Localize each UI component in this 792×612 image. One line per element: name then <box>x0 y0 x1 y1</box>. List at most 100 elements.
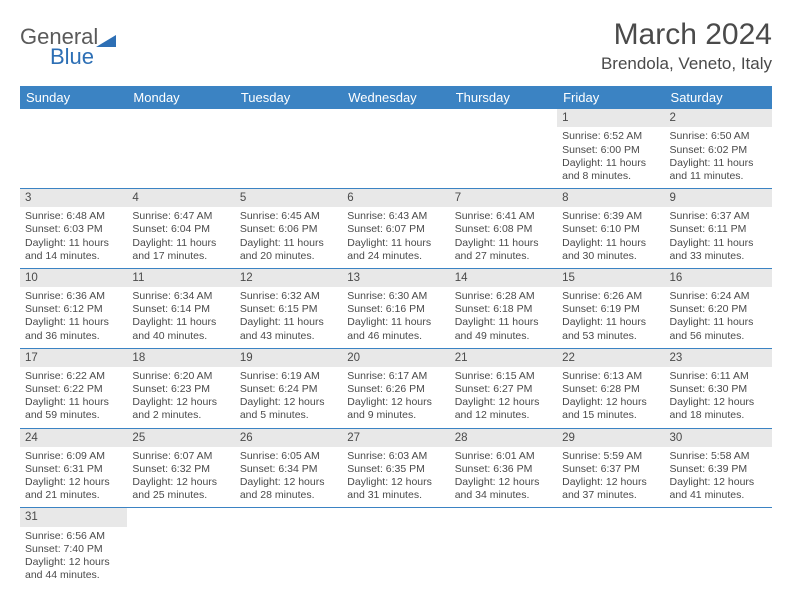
calendar-day-cell: 7Sunrise: 6:41 AMSunset: 6:08 PMDaylight… <box>450 189 557 268</box>
page-header: General Blue March 2024 Brendola, Veneto… <box>20 18 772 74</box>
day-detail-line: Sunset: 6:04 PM <box>132 223 229 236</box>
day-detail-line: Daylight: 11 hours <box>455 316 552 329</box>
day-detail-line: Sunset: 6:34 PM <box>240 463 337 476</box>
day-detail-line: Sunset: 6:12 PM <box>25 303 122 316</box>
day-detail-line: Sunset: 6:08 PM <box>455 223 552 236</box>
calendar-day-cell: 12Sunrise: 6:32 AMSunset: 6:15 PMDayligh… <box>235 269 342 348</box>
day-detail-line <box>455 157 552 170</box>
calendar-day-cell: 9Sunrise: 6:37 AMSunset: 6:11 PMDaylight… <box>665 189 772 268</box>
day-details: Sunrise: 6:24 AMSunset: 6:20 PMDaylight:… <box>665 287 772 348</box>
calendar-day-cell <box>557 508 664 587</box>
day-detail-line: and 33 minutes. <box>670 250 767 263</box>
day-details <box>450 127 557 188</box>
day-detail-line: and 20 minutes. <box>240 250 337 263</box>
day-number: 16 <box>665 269 772 287</box>
day-number: 7 <box>450 189 557 207</box>
day-detail-line: and 28 minutes. <box>240 489 337 502</box>
day-detail-line <box>670 569 767 582</box>
day-detail-line: Sunset: 6:07 PM <box>347 223 444 236</box>
day-detail-line: and 15 minutes. <box>562 409 659 422</box>
day-detail-line <box>132 170 229 183</box>
day-number: 23 <box>665 349 772 367</box>
day-detail-line <box>25 170 122 183</box>
day-detail-line: and 37 minutes. <box>562 489 659 502</box>
day-detail-line <box>240 556 337 569</box>
day-detail-line: and 56 minutes. <box>670 330 767 343</box>
day-detail-line <box>25 157 122 170</box>
day-detail-line: Daylight: 12 hours <box>132 476 229 489</box>
day-number: 30 <box>665 429 772 447</box>
calendar-day-cell: 17Sunrise: 6:22 AMSunset: 6:22 PMDayligh… <box>20 349 127 428</box>
calendar-day-cell: 1Sunrise: 6:52 AMSunset: 6:00 PMDaylight… <box>557 109 664 188</box>
day-detail-line <box>455 144 552 157</box>
calendar-day-cell: 20Sunrise: 6:17 AMSunset: 6:26 PMDayligh… <box>342 349 449 428</box>
day-details: Sunrise: 6:36 AMSunset: 6:12 PMDaylight:… <box>20 287 127 348</box>
calendar-day-cell: 11Sunrise: 6:34 AMSunset: 6:14 PMDayligh… <box>127 269 234 348</box>
day-number: 21 <box>450 349 557 367</box>
day-number: 5 <box>235 189 342 207</box>
day-number: 27 <box>342 429 449 447</box>
day-detail-line: Sunrise: 5:59 AM <box>562 450 659 463</box>
day-detail-line: and 12 minutes. <box>455 409 552 422</box>
day-detail-line: Sunset: 6:22 PM <box>25 383 122 396</box>
day-detail-line: Sunset: 6:20 PM <box>670 303 767 316</box>
day-details: Sunrise: 6:15 AMSunset: 6:27 PMDaylight:… <box>450 367 557 428</box>
calendar-grid: 1Sunrise: 6:52 AMSunset: 6:00 PMDaylight… <box>20 109 772 587</box>
day-detail-line: Sunrise: 6:37 AM <box>670 210 767 223</box>
day-detail-line: Sunrise: 6:34 AM <box>132 290 229 303</box>
calendar-day-cell: 24Sunrise: 6:09 AMSunset: 6:31 PMDayligh… <box>20 429 127 508</box>
calendar-day-cell <box>342 109 449 188</box>
day-detail-line: Sunrise: 6:22 AM <box>25 370 122 383</box>
day-detail-line: Sunrise: 6:50 AM <box>670 130 767 143</box>
day-detail-line: Daylight: 11 hours <box>240 237 337 250</box>
calendar-day-cell: 28Sunrise: 6:01 AMSunset: 6:36 PMDayligh… <box>450 429 557 508</box>
day-detail-line <box>347 157 444 170</box>
day-number <box>127 109 234 127</box>
calendar-week-row: 31Sunrise: 6:56 AMSunset: 7:40 PMDayligh… <box>20 508 772 587</box>
day-details: Sunrise: 6:20 AMSunset: 6:23 PMDaylight:… <box>127 367 234 428</box>
day-detail-line: Daylight: 12 hours <box>25 556 122 569</box>
day-number: 8 <box>557 189 664 207</box>
day-details: Sunrise: 6:37 AMSunset: 6:11 PMDaylight:… <box>665 207 772 268</box>
day-number: 6 <box>342 189 449 207</box>
day-detail-line: and 14 minutes. <box>25 250 122 263</box>
day-detail-line <box>455 130 552 143</box>
day-details: Sunrise: 6:32 AMSunset: 6:15 PMDaylight:… <box>235 287 342 348</box>
day-details: Sunrise: 6:07 AMSunset: 6:32 PMDaylight:… <box>127 447 234 508</box>
day-number: 18 <box>127 349 234 367</box>
day-number: 31 <box>20 508 127 526</box>
day-detail-line: Daylight: 12 hours <box>240 396 337 409</box>
day-detail-line <box>240 543 337 556</box>
day-detail-line <box>670 530 767 543</box>
day-details: Sunrise: 6:48 AMSunset: 6:03 PMDaylight:… <box>20 207 127 268</box>
day-details: Sunrise: 6:52 AMSunset: 6:00 PMDaylight:… <box>557 127 664 188</box>
day-detail-line: Daylight: 12 hours <box>562 396 659 409</box>
day-detail-line: Sunrise: 6:36 AM <box>25 290 122 303</box>
weekday-header-row: Sunday Monday Tuesday Wednesday Thursday… <box>20 86 772 109</box>
calendar-day-cell <box>450 508 557 587</box>
day-details: Sunrise: 6:39 AMSunset: 6:10 PMDaylight:… <box>557 207 664 268</box>
day-detail-line: Sunset: 6:23 PM <box>132 383 229 396</box>
day-number <box>342 109 449 127</box>
day-detail-line: Sunrise: 6:19 AM <box>240 370 337 383</box>
day-details <box>450 527 557 588</box>
day-detail-line: Sunset: 6:36 PM <box>455 463 552 476</box>
day-detail-line <box>347 144 444 157</box>
day-detail-line: Daylight: 11 hours <box>25 396 122 409</box>
day-detail-line: Daylight: 11 hours <box>25 237 122 250</box>
day-detail-line: Daylight: 12 hours <box>240 476 337 489</box>
weekday-header: Friday <box>557 86 664 109</box>
calendar-day-cell <box>127 109 234 188</box>
day-number: 25 <box>127 429 234 447</box>
day-details: Sunrise: 6:09 AMSunset: 6:31 PMDaylight:… <box>20 447 127 508</box>
day-detail-line <box>240 569 337 582</box>
day-number <box>235 109 342 127</box>
day-detail-line <box>240 170 337 183</box>
calendar-day-cell: 5Sunrise: 6:45 AMSunset: 6:06 PMDaylight… <box>235 189 342 268</box>
day-number: 11 <box>127 269 234 287</box>
day-detail-line: Sunrise: 6:01 AM <box>455 450 552 463</box>
day-detail-line: and 21 minutes. <box>25 489 122 502</box>
day-detail-line <box>240 530 337 543</box>
day-detail-line <box>132 543 229 556</box>
day-detail-line <box>455 170 552 183</box>
